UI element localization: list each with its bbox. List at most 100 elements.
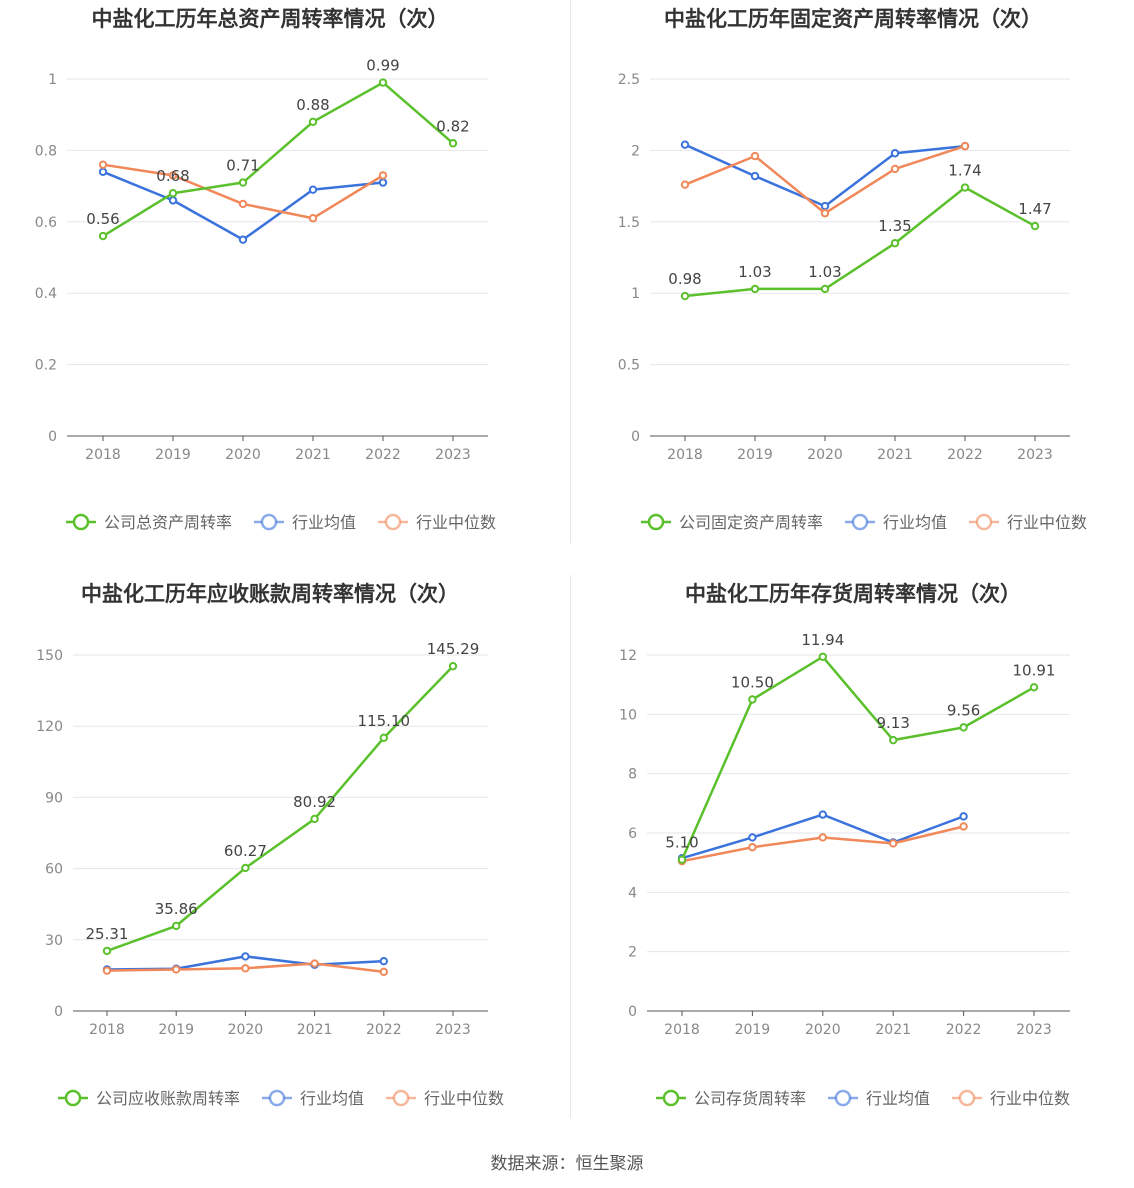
receivables-chart-title: 中盐化工历年应收账款周转率情况（次） [81,582,459,606]
fixed-asset-avg-line [684,143,966,208]
total-asset-avg-point [378,178,388,187]
inventory-x-tick-label: 2020 [805,1022,841,1038]
fixed-asset-data-label: 1.35 [878,217,911,235]
fixed-asset-company-line [684,186,1036,298]
inventory-avg-point [889,838,898,847]
inventory-y-tick-label: 0 [628,1004,637,1020]
total-asset-avg-point [308,185,318,194]
fixed-asset-y-tick-label: 1 [631,286,640,302]
fixed-asset-y-tick-label: 1.5 [618,215,640,231]
inventory-y-tick-label: 8 [628,767,637,783]
fixed-asset-median-point [750,151,760,161]
total-asset-data-label: 0.56 [86,210,119,228]
fixed-asset-x-tick-label: 2018 [667,447,703,463]
receivables-x-tick-label: 2023 [435,1022,471,1038]
fixed-asset-x-tick-label: 2019 [737,447,773,463]
receivables-x-tick-label: 2019 [158,1022,194,1038]
total-asset-data-label: 0.71 [226,157,259,175]
inventory-avg-line [681,813,965,860]
fixed-asset-avg-point [680,140,690,149]
receivables-x-tick-label: 2022 [366,1022,402,1038]
receivables-median-point [102,966,112,975]
inventory-data-label: 10.91 [1013,661,1056,679]
fixed-asset-company-point [820,284,830,294]
receivables-data-label: 80.92 [293,793,336,811]
inventory-x-tick-label: 2018 [664,1022,700,1038]
receivables-avg-point [310,960,319,969]
total-asset-y-tick-label: 0.2 [35,358,57,374]
receivables-median-point [379,967,388,977]
total-asset-avg-line [102,170,384,241]
total-asset-x-tick-label: 2021 [295,447,331,463]
receivables-y-tick-label: 120 [36,719,63,735]
receivables-data-label: 60.27 [224,842,267,860]
inventory-median-point [748,843,757,852]
total-asset-chart-title: 中盐化工历年总资产周转率情况（次） [92,7,449,31]
receivables-data-label: 35.86 [155,900,198,918]
total-asset-legend-avg-marker [260,513,278,531]
inventory-company-point [818,652,827,661]
fixed-asset-median-point [680,180,690,189]
inventory-x-tick-label: 2019 [735,1022,771,1038]
inventory-legend-median-marker [958,1089,976,1107]
receivables-x-tick-label: 2020 [228,1022,264,1038]
data-source-note: 数据来源：恒生聚源 [490,1154,644,1174]
inventory-legend-avg-marker [834,1089,852,1107]
fixed-asset-avg-point [890,149,900,158]
total-asset-company-point [378,78,388,87]
fixed-asset-median-point [890,164,900,174]
receivables-y-tick-label: 30 [45,933,63,949]
inventory-company-point [748,695,757,704]
total-asset-company-line [102,81,454,238]
receivables-median-line [106,962,384,974]
inventory-company-point [677,855,687,864]
receivables-avg-line [106,955,384,971]
total-asset-y-tick-label: 0.4 [35,286,57,302]
fixed-asset-median-point [960,141,970,151]
fixed-asset-x-tick-label: 2021 [877,447,913,463]
inventory-data-label: 5.10 [665,834,698,852]
total-asset-legend-company-marker [72,513,90,531]
inventory-y-tick-label: 6 [628,826,637,842]
inventory-legend-company-label: 公司存货周转率 [694,1089,806,1108]
fixed-asset-x-tick-label: 2022 [947,447,983,463]
fixed-asset-company-point [680,291,690,301]
fixed-asset-legend-company-label: 公司固定资产周转率 [679,513,823,532]
inventory-y-tick-label: 2 [628,945,637,961]
receivables-y-tick-label: 90 [45,790,63,806]
total-asset-data-label: 0.82 [436,117,469,135]
receivables-company-point [448,661,458,671]
total-asset-y-tick-label: 0.8 [35,143,57,159]
fixed-asset-x-tick-label: 2020 [807,447,843,463]
receivables-avg-point [379,956,388,966]
inventory-avg-point [959,812,968,821]
inventory-avg-point [748,833,757,842]
receivables-data-label: 145.29 [427,640,480,658]
total-asset-avg-point [168,196,178,205]
fixed-asset-legend-median-label: 行业中位数 [1007,513,1087,532]
fixed-asset-data-label: 1.03 [738,263,771,281]
receivables-x-tick-label: 2021 [297,1022,333,1038]
fixed-asset-data-label: 0.98 [668,270,701,288]
receivables-legend-avg-marker [268,1089,286,1107]
total-asset-legend-company-label: 公司总资产周转率 [104,513,232,532]
receivables-legend-company-marker [64,1089,82,1107]
total-asset-y-tick-label: 1 [48,72,57,88]
fixed-asset-legend-avg-marker [851,513,869,531]
total-asset-legend-median-marker [384,513,402,531]
fixed-asset-median-line [684,144,966,215]
fixed-asset-chart-title: 中盐化工历年固定资产周转率情况（次） [664,7,1042,31]
vertical-divider-bottom [570,575,571,1118]
receivables-company-point [310,814,319,824]
receivables-y-tick-label: 60 [45,862,63,878]
fixed-asset-company-point [890,239,900,248]
receivables-x-tick-label: 2018 [89,1022,125,1038]
receivables-median-point [172,965,181,974]
total-asset-y-tick-label: 0 [48,429,57,445]
inventory-company-point [959,723,968,732]
total-asset-x-tick-label: 2022 [365,447,401,463]
inventory-median-point [959,822,968,831]
inventory-x-tick-label: 2022 [946,1022,982,1038]
total-asset-legend-median-label: 行业中位数 [416,513,496,532]
receivables-avg-point [172,964,181,973]
